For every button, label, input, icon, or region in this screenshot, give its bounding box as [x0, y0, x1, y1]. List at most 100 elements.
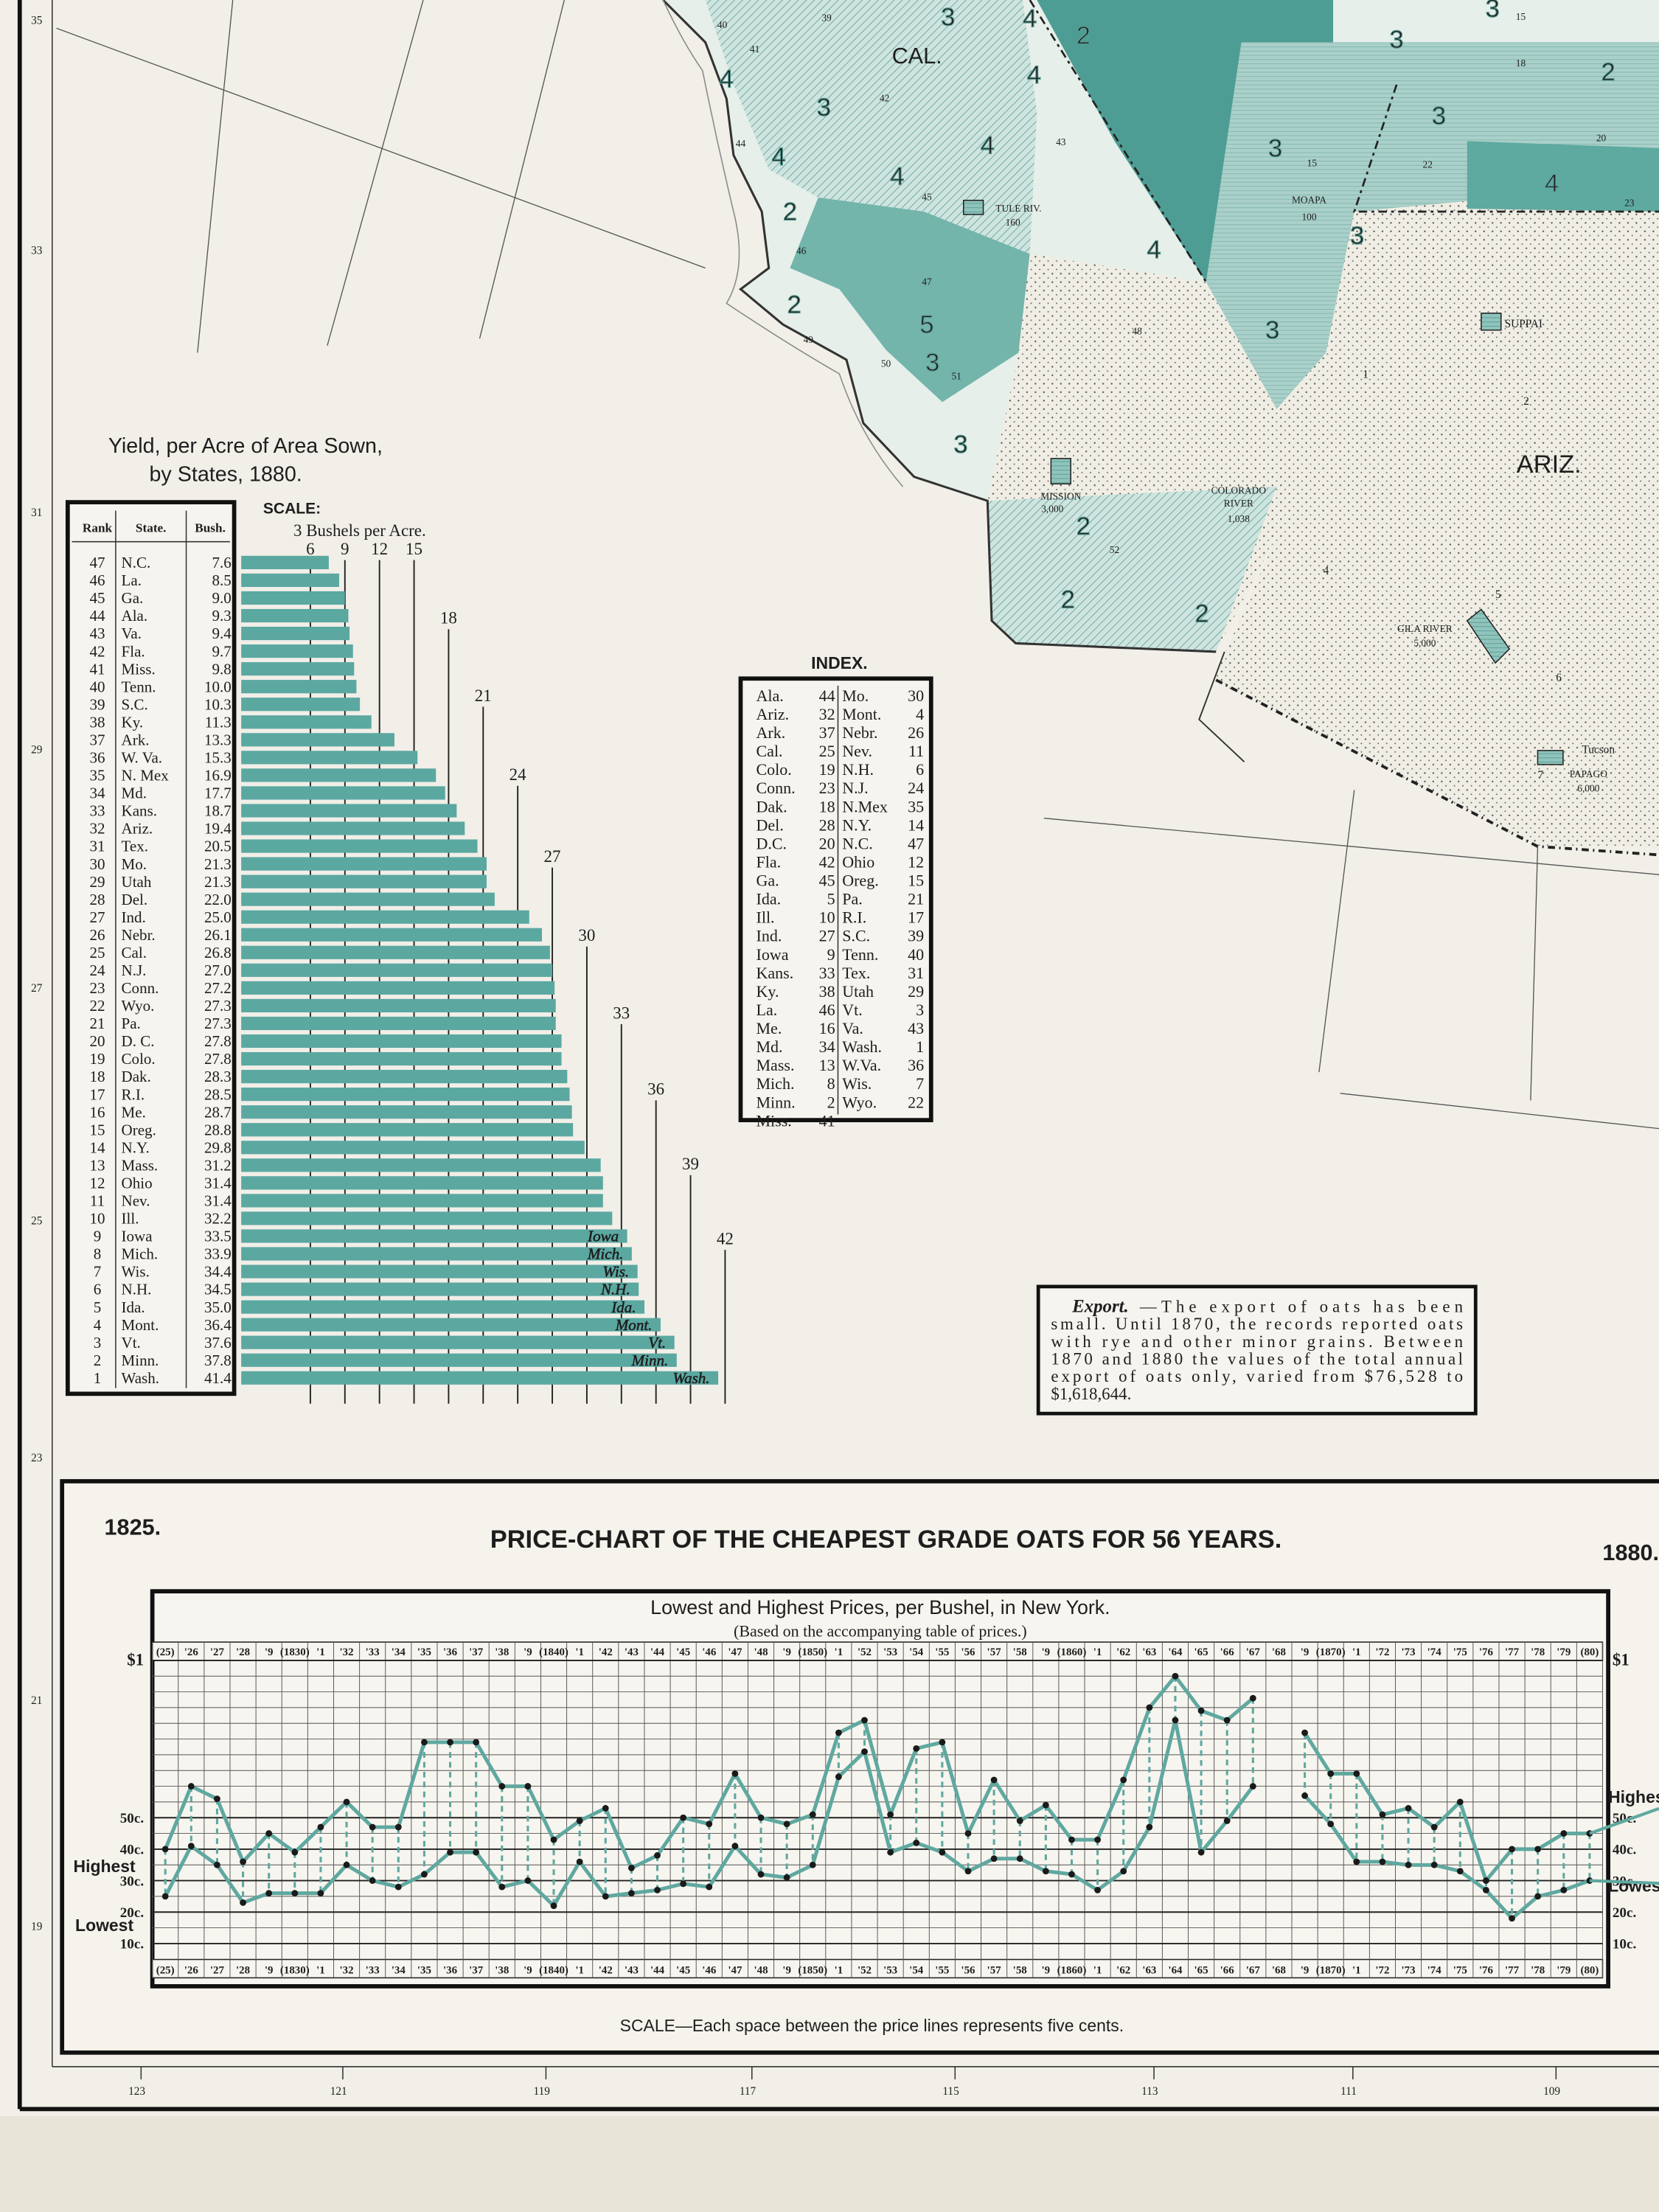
x-tick-label: '42 [599, 1646, 613, 1658]
x-tick-label: 15 [406, 540, 422, 558]
state: Wis. [122, 1263, 150, 1281]
x-tick-label: '58 [1013, 1965, 1027, 1977]
price-point [1483, 1877, 1489, 1884]
rank: 40 [89, 678, 105, 695]
x-tick-label: (1860) [1057, 1646, 1087, 1658]
x-tick-label: '52 [858, 1646, 872, 1658]
index-state: Tenn. [842, 945, 878, 964]
price-point [757, 1814, 765, 1821]
x-tick-label: '1 [316, 1646, 325, 1658]
map-label: 23 [1624, 197, 1635, 208]
x-tick-label: '63 [1142, 1965, 1156, 1977]
price-point [913, 1745, 920, 1752]
bar [241, 786, 445, 800]
price-point [1405, 1805, 1412, 1812]
y2-tick-label: 40c. [1613, 1843, 1636, 1858]
bar [241, 821, 465, 835]
x-tick-label: (80) [1580, 1965, 1599, 1977]
index-state: Nev. [842, 742, 872, 760]
rank: 7 [94, 1263, 102, 1281]
state-border [1029, 0, 1659, 283]
state: Vt. [122, 1334, 141, 1352]
x-tick-label: '32 [340, 1965, 354, 1977]
index-rank: 37 [819, 723, 835, 742]
export-box [1036, 1284, 1478, 1416]
yield-digit: 4 [981, 132, 995, 160]
x-tick-label: '72 [1375, 1965, 1389, 1977]
x-tick-label: 42 [717, 1229, 734, 1248]
price-point [473, 1848, 480, 1856]
bar [241, 662, 355, 676]
index-state: Colo. [757, 760, 792, 779]
value-label: 9.4 [212, 625, 232, 642]
x-tick-label: '44 [650, 1646, 665, 1658]
state: Ky. [122, 713, 144, 731]
index-state: Wis. [842, 1074, 872, 1093]
price-point [265, 1830, 273, 1837]
price-point [291, 1890, 299, 1897]
x-tick-label: '65 [1194, 1646, 1208, 1658]
value-label: 31.2 [204, 1156, 232, 1174]
bar [241, 555, 329, 570]
price-point [1379, 1858, 1386, 1865]
longitude-label: 113 [1141, 2085, 1158, 2098]
value-label: 22.0 [204, 891, 232, 908]
bar-state-label: Vt. [648, 1334, 666, 1352]
map-label: 51 [952, 371, 961, 382]
x-tick-label: '76 [1479, 1646, 1494, 1658]
price-point [706, 1883, 713, 1891]
arizona [1213, 183, 1659, 846]
rank: 12 [89, 1174, 105, 1192]
index-state: Cal. [757, 742, 783, 760]
state: Iowa [122, 1228, 153, 1245]
map-label: 4 [1324, 565, 1329, 577]
x-tick-label: '9 [524, 1646, 532, 1658]
y-tick-label: 30c. [120, 1874, 144, 1889]
price-point [835, 1773, 842, 1781]
price-point [1120, 1776, 1127, 1784]
state: Me. [122, 1103, 146, 1121]
rank: 20 [89, 1032, 105, 1050]
longitude-label: 111 [1340, 2085, 1357, 2098]
index-state: S.C. [842, 927, 870, 945]
index-rank: 26 [908, 723, 924, 742]
price-point [473, 1739, 480, 1746]
index-rank: 28 [819, 815, 835, 834]
x-tick-label: '64 [1168, 1965, 1183, 1977]
bar-subtitle: by States, 1880. [149, 462, 302, 486]
value-label: 21.3 [204, 855, 232, 873]
x-tick-label: '55 [935, 1646, 949, 1658]
coastline [662, 0, 1217, 653]
bar [241, 1141, 585, 1155]
index-state: N.Mex [842, 797, 888, 815]
price-point [1560, 1830, 1568, 1837]
x-tick-label: (1860) [1057, 1965, 1087, 1977]
rank: 21 [89, 1015, 105, 1032]
index-rank: 25 [819, 742, 835, 760]
state: Md. [122, 785, 147, 802]
price-point [240, 1899, 246, 1906]
latitude-label: 25 [31, 1215, 43, 1228]
longitude-label: 121 [330, 2085, 347, 2098]
nevada-dark [1037, 0, 1334, 282]
state: N.H. [122, 1281, 152, 1298]
x-tick-label: '75 [1453, 1646, 1467, 1658]
index-rank: 17 [908, 908, 924, 927]
map-label: 43 [1056, 136, 1066, 147]
price-point [1068, 1836, 1075, 1843]
scale-label: SCALE: [263, 500, 321, 517]
value-label: 13.3 [204, 731, 232, 748]
index-rank: 23 [819, 779, 835, 797]
value-label: 20.5 [204, 838, 232, 855]
bar [241, 981, 555, 995]
bar [241, 1123, 574, 1137]
price-point [757, 1871, 765, 1878]
x-tick-label: '55 [935, 1965, 949, 1977]
x-tick-label: '74 [1427, 1965, 1442, 1977]
bar [241, 1158, 601, 1172]
value-label: 27.8 [204, 1032, 232, 1050]
price-point [1456, 1868, 1464, 1875]
export-line: 1870 and 1880 the values of the total an… [1051, 1350, 1463, 1368]
price-point [809, 1811, 816, 1818]
